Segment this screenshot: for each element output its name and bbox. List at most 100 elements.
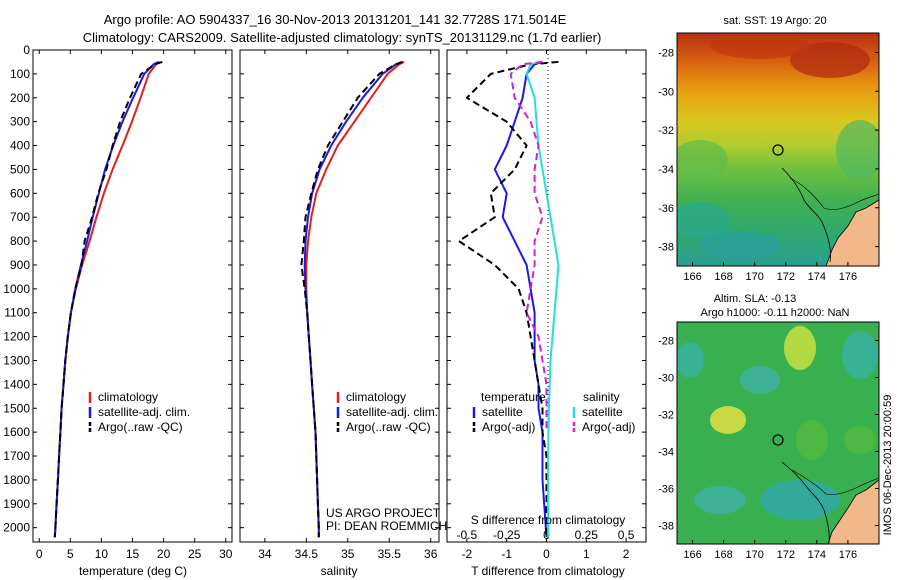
sst-coast [781,167,831,263]
project-annotation-2: PI: DEAN ROEMMICH [326,519,447,533]
depth-tick-label: 500 [10,162,30,176]
series-line [457,60,559,538]
legend-label: climatology [346,390,406,404]
depth-tick-label: 1600 [3,425,30,439]
map-x-tick-label: 176 [839,271,857,283]
sla-argo-marker [772,434,784,446]
legend-label: satellite-adj. clim. [98,405,190,419]
x-tick-label: 0 [543,547,550,561]
series-line [53,60,160,538]
sst-land [825,199,879,266]
t-difference-xlabel: T difference from climatology [471,564,625,578]
difference-x-ticks: -2 -1 0 1 2-0.5 -0.25 0 0.25 0.5 [457,50,635,561]
sla-land [827,479,879,544]
map-y-tick-label: -36 [658,484,674,496]
depth-tick-label: 200 [10,91,30,105]
sst-bathy [789,177,879,210]
sst-patch [836,120,879,180]
header-line1: Argo profile: AO 5904337_16 30-Nov-2013 … [104,12,567,27]
x-tick-label: 30 [219,547,233,561]
x-tick-label: 10 [95,547,109,561]
sla-map-title: Altim. SLA: -0.13 [714,293,797,305]
sst-patches [677,33,879,259]
sla-patches [677,326,878,520]
series-line [509,60,548,433]
sst-map-box [676,32,880,267]
salinity-y-ticks [240,49,439,529]
salinity-panel: 34 34.5 35 35.5 36 climatologysatellite-adj.… [239,49,447,578]
legend-label: satellite-adj. clim. [346,405,438,419]
sla-patch [710,406,746,434]
x-tick-label: 1 [583,547,590,561]
depth-tick-label: 800 [10,234,30,248]
map-x-tick-label: 174 [808,271,826,283]
map-y-tick-label: -34 [658,447,674,459]
sla-patch [844,426,876,454]
x-tick-label: 36 [424,547,438,561]
map-x-tick-label: 174 [808,549,826,561]
sst-argo-marker [772,144,784,156]
depth-tick-label: 1000 [3,282,30,296]
temperature-xlabel: temperature (deg C) [79,564,187,578]
map-x-tick-label: 166 [683,271,701,283]
sst-patch [677,140,728,180]
depth-tick-label: 900 [10,258,30,272]
project-annotation-1: US ARGO PROJECT [326,506,441,520]
x-tick-label: 2 [623,547,630,561]
x-tick-label: 20 [157,547,171,561]
depth-tick-label: 1300 [3,353,30,367]
x-tick-label: 35.5 [378,547,402,561]
s-diff-tick-label: 0.5 [618,528,635,542]
depth-tick-label: 600 [10,186,30,200]
map-x-tick-label: 166 [683,549,701,561]
salinity-axes-box [239,49,440,543]
map-x-tick-label: 168 [714,271,732,283]
sst-patch [677,202,730,238]
header-line2: Climatology: CARS2009. Satellite-adjuste… [83,30,602,45]
legend-label: satellite [582,405,623,419]
map-y-tick-label: -32 [658,410,674,422]
map-y-tick-label: -38 [658,521,674,533]
difference-y-ticks [447,49,646,529]
map-x-tick-label: 170 [746,271,764,283]
x-tick-label: 35 [341,547,355,561]
s-diff-tick-label: -0.25 [493,528,521,542]
sla-map-ticks: 166 168 170 172 174 176 -28 -30 -32 -34 -36 -38 [658,336,879,561]
sla-coast [781,461,830,544]
difference-series [457,60,560,538]
difference-legend: temperature salinitysatelliteArgo(-adj)sa… [472,390,635,434]
sla-map-box [676,321,880,545]
x-tick-label: 34.5 [295,547,319,561]
depth-tick-label: 400 [10,139,30,153]
map-y-tick-label: -32 [658,125,674,137]
temperature-x-ticks: 0 5 10 15 20 25 30 [36,50,233,561]
x-tick-label: 5 [67,547,74,561]
sst-map-ticks: 166 168 170 172 174 176 -28 -30 -32 -34 -36 -38 [658,47,879,283]
map-y-tick-label: -28 [658,47,674,59]
sst-map: sat. SST: 19 Argo: 20 166 168 170 172 174 176… [658,15,880,283]
depth-tick-label: 1200 [3,330,30,344]
series-line [303,60,403,538]
x-tick-label: 25 [188,547,202,561]
series-line [53,60,163,538]
depth-tick-label: 1700 [3,449,30,463]
sla-bathy [791,469,879,495]
legend-title-temperature: temperature [481,390,546,404]
sst-patch [710,33,810,59]
s-diff-tick-label: 0.25 [575,528,599,542]
map-y-tick-label: -38 [658,242,674,254]
sla-patch [842,331,878,379]
sla-patch [784,326,816,370]
temperature-panel: 0100200300400500600700800900100011001200… [3,43,232,578]
map-y-tick-label: -36 [658,203,674,215]
x-tick-label: 34 [258,547,272,561]
map-x-tick-label: 168 [714,549,732,561]
s-difference-xlabel: S difference from climatology [471,513,626,527]
depth-tick-label: 1400 [3,377,30,391]
temperature-series [53,60,163,538]
depth-tick-label: 1800 [3,473,30,487]
difference-panel: -2 -1 0 1 2-0.5 -0.25 0 0.25 0.5 temperature sali… [446,49,647,578]
map-x-tick-label: 172 [777,549,795,561]
salinity-series [300,60,405,538]
